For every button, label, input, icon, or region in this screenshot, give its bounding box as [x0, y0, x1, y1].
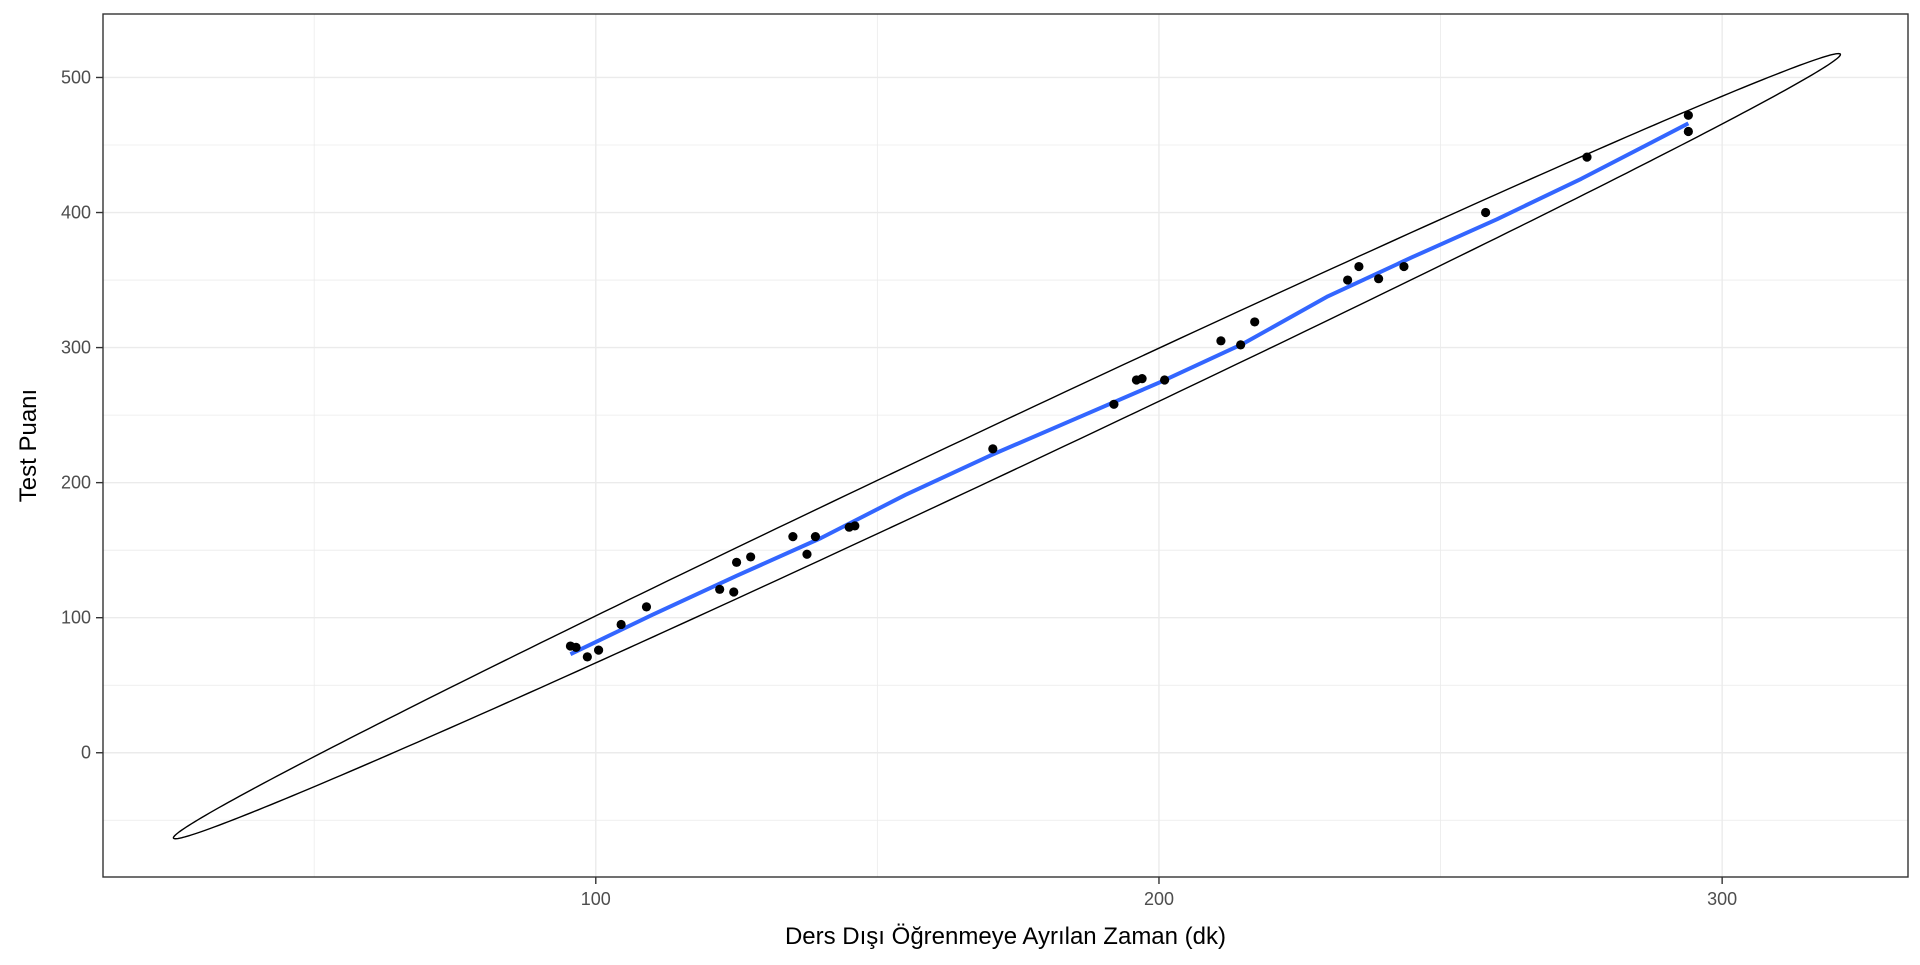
data-point	[594, 645, 604, 655]
smooth-line-layer	[569, 121, 1690, 656]
data-point	[1582, 152, 1592, 162]
data-point	[616, 619, 626, 630]
grid-lines	[103, 14, 1908, 877]
data-point	[1236, 340, 1246, 350]
x-tick-label: 300	[1707, 889, 1737, 909]
data-point	[1683, 110, 1693, 120]
data-point	[731, 557, 742, 567]
y-tick-label: 0	[81, 743, 91, 763]
data-point	[1343, 275, 1353, 285]
data-point	[1481, 207, 1491, 218]
confidence-ellipse	[172, 52, 1842, 840]
data-point	[715, 584, 725, 594]
data-point	[571, 642, 581, 653]
data-point	[788, 532, 798, 542]
data-point	[1374, 274, 1384, 284]
data-point	[1159, 375, 1170, 385]
smooth-trend-line	[569, 121, 1690, 656]
data-point	[1250, 317, 1260, 327]
x-tick-label: 200	[1144, 889, 1174, 909]
data-point	[641, 602, 652, 612]
y-tick-label: 400	[61, 203, 91, 223]
data-point	[810, 532, 821, 542]
data-point	[1137, 374, 1147, 384]
y-tick-label: 100	[61, 608, 91, 628]
data-point	[1683, 126, 1693, 137]
data-point	[1109, 399, 1119, 409]
panel-border	[102, 13, 1909, 878]
data-point	[746, 552, 756, 562]
y-tick-label: 300	[61, 338, 91, 358]
data-point	[1399, 261, 1409, 272]
data-point	[850, 521, 860, 531]
y-axis-title: Test Puanı	[15, 389, 42, 502]
data-point	[582, 652, 592, 662]
confidence-ellipse-layer	[172, 52, 1842, 840]
data-point	[1216, 336, 1226, 346]
x-axis-ticks: 100 200 300	[581, 877, 1737, 909]
x-tick-label: 100	[581, 889, 611, 909]
x-axis-title: Ders Dışı Öğrenmeye Ayrılan Zaman (dk)	[785, 923, 1226, 950]
data-point	[729, 587, 739, 597]
data-point	[988, 444, 998, 454]
data-point	[802, 549, 812, 559]
data-point	[1354, 261, 1364, 272]
data-points	[565, 110, 1693, 662]
y-tick-label: 200	[61, 473, 91, 493]
y-tick-label: 500	[61, 67, 91, 87]
y-axis-ticks: 0 100 200 300 400 500	[61, 67, 103, 763]
